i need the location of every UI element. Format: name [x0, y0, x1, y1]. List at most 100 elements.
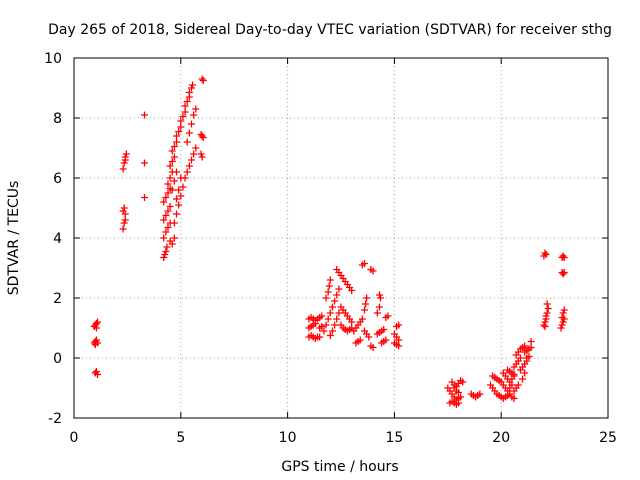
data-point: [363, 294, 371, 302]
data-point: [560, 269, 568, 276]
data-point: [559, 309, 567, 317]
data-point: [369, 344, 377, 351]
data-point: [199, 134, 207, 141]
data-point: [164, 207, 172, 215]
data-point: [190, 150, 198, 158]
data-point: [525, 353, 533, 360]
data-point: [181, 102, 189, 110]
data-point: [175, 128, 183, 135]
data-point: [382, 336, 390, 344]
data-point: [160, 234, 168, 242]
data-point: [121, 210, 129, 218]
y-tick-label: 6: [53, 171, 62, 187]
data-point: [92, 368, 100, 375]
data-point: [542, 251, 550, 258]
data-point: [179, 183, 187, 191]
data-point: [380, 326, 388, 333]
data-point: [177, 174, 185, 182]
data-point: [454, 389, 462, 396]
data-point: [185, 162, 193, 170]
data-point: [559, 270, 567, 278]
data-point: [192, 144, 200, 152]
data-point: [170, 143, 178, 150]
data-point: [510, 371, 518, 378]
data-point: [183, 98, 191, 105]
data-point: [162, 248, 170, 255]
data-point: [318, 312, 326, 320]
data-point: [164, 224, 172, 231]
data-point: [160, 198, 168, 206]
data-point: [199, 77, 207, 84]
data-point: [356, 336, 364, 344]
data-point: [162, 228, 170, 236]
x-tick-label: 5: [176, 430, 185, 446]
data-point: [326, 332, 334, 339]
data-point: [162, 212, 170, 219]
data-point: [121, 216, 129, 224]
data-point: [175, 186, 183, 194]
data-point: [326, 276, 334, 284]
data-point: [91, 341, 99, 348]
data-point: [557, 324, 565, 332]
data-point: [140, 111, 148, 119]
data-point: [395, 342, 403, 350]
data-point: [544, 305, 552, 312]
data-point: [335, 309, 343, 317]
data-point: [173, 132, 181, 140]
data-point: [322, 294, 330, 302]
data-point: [459, 378, 467, 386]
x-tick-label: 10: [279, 430, 297, 446]
data-point: [360, 306, 368, 314]
data-point: [519, 375, 527, 383]
data-point: [558, 314, 566, 321]
data-point: [93, 371, 101, 378]
y-tick-label: 2: [53, 291, 62, 307]
data-point: [558, 321, 566, 329]
data-point: [170, 177, 178, 185]
data-point: [198, 153, 206, 161]
data-point: [140, 194, 148, 201]
data-point: [93, 318, 101, 326]
data-point: [348, 287, 356, 294]
data-point: [168, 147, 176, 155]
y-axis-label: SDTVAR / TECUs: [6, 181, 22, 296]
data-point: [173, 210, 181, 218]
data-point: [163, 243, 171, 251]
data-point: [179, 113, 187, 120]
data-point: [120, 159, 128, 167]
data-point: [177, 192, 185, 200]
data-point: [331, 321, 339, 329]
data-point: [187, 84, 195, 92]
data-point: [170, 153, 178, 161]
data-point: [166, 162, 174, 170]
data-point: [521, 369, 529, 377]
data-point: [162, 194, 170, 201]
data-point: [358, 315, 366, 323]
data-point: [560, 254, 568, 261]
data-point: [476, 390, 484, 398]
data-point: [168, 186, 176, 194]
data-point: [395, 321, 403, 329]
data-point: [454, 399, 462, 407]
tick-label-layer: 0 5 10 15 20 25 -2 0 2 4 6 8 10: [44, 51, 617, 446]
data-point: [527, 344, 535, 351]
data-point: [333, 315, 341, 323]
data-point: [173, 168, 181, 176]
data-point: [516, 354, 524, 362]
data-point: [166, 203, 174, 210]
data-point: [365, 333, 373, 341]
x-tick-label: 20: [492, 430, 510, 446]
data-point: [360, 260, 368, 267]
y-tick-label: 8: [53, 111, 62, 127]
x-axis-label: GPS time / hours: [281, 459, 398, 475]
y-tick-label: 10: [44, 51, 62, 67]
data-point: [514, 381, 522, 389]
data-point: [185, 89, 193, 96]
data-point: [521, 342, 529, 350]
data-point: [559, 252, 567, 260]
data-point: [559, 318, 567, 326]
data-point: [164, 180, 172, 188]
data-point: [375, 291, 383, 299]
data-point: [324, 315, 332, 323]
